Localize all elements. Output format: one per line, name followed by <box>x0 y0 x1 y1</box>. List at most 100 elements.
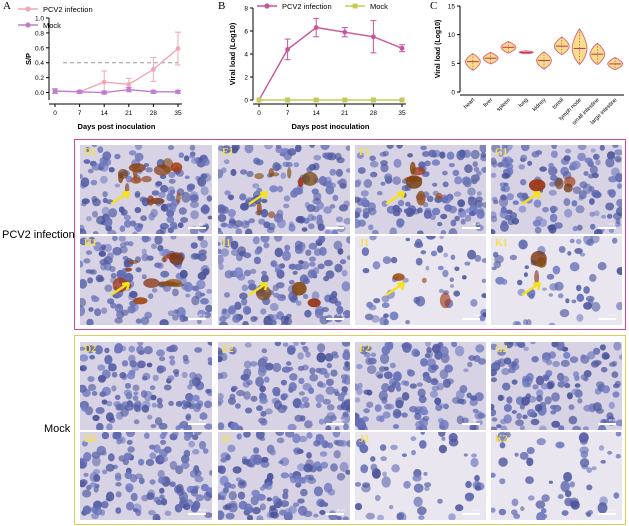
infection-frame <box>74 139 626 330</box>
tile-label: K2 <box>495 434 508 445</box>
tissue-image <box>218 342 350 430</box>
tissue-image <box>491 342 622 430</box>
x-tick-label: 7 <box>286 110 290 117</box>
legend-label: PCV2 infection <box>282 2 332 11</box>
scale-bar-label: 20 μm <box>472 418 481 422</box>
tile-label: E1 <box>222 147 234 158</box>
scale-bar <box>598 513 616 515</box>
tissue-image <box>80 145 212 234</box>
scale-bar <box>326 513 344 515</box>
micrograph-e2: E2 20 μm <box>218 342 350 430</box>
mock-row-label: Mock <box>44 423 71 435</box>
scale-bar <box>462 423 480 425</box>
data-point <box>399 45 405 51</box>
y-tick-label: 0.4 <box>35 60 44 67</box>
legend-label: Mock <box>43 21 61 30</box>
y-tick-label: 8 <box>244 6 248 13</box>
arrow-icon <box>521 281 541 296</box>
series-line <box>258 26 403 101</box>
y-tick-label: 0.6 <box>35 45 44 52</box>
micrograph-j1: J1 20 μm <box>355 236 486 325</box>
tile-label: J2 <box>359 434 369 445</box>
tissue-image <box>491 236 622 325</box>
tile-label: H2 <box>84 434 97 445</box>
chart-a: 0.0 0.2 0.4 0.6 0.8 1.0 0 7 14 21 28 35 Days post in… <box>18 5 182 131</box>
micrograph-i1: I1 20 μm <box>218 236 350 325</box>
scale-bar <box>326 227 344 229</box>
scale-bar-label: 20 μm <box>198 508 207 512</box>
y-tick-label: 0 <box>451 90 455 97</box>
tile-label: F1 <box>359 147 371 158</box>
x-tick-label: 0 <box>257 110 261 117</box>
micrograph-g1: G1 20 μm <box>491 145 622 234</box>
micrograph-d2: D2 20 μm <box>80 342 212 430</box>
scale-bar <box>326 423 344 425</box>
scale-bar <box>598 318 616 320</box>
chart-b: 0 2 4 6 8 0 7 14 21 28 35 Days post inoculation Vira… <box>228 2 406 131</box>
data-point <box>175 46 181 51</box>
legend-label: PCV2 infection <box>43 5 93 14</box>
x-tick-label: 21 <box>341 110 349 117</box>
series-line <box>54 88 178 94</box>
tile-label: G2 <box>495 344 508 355</box>
scale-bar-label: 20 μm <box>198 222 207 226</box>
micrograph-k2: K2 20 μm <box>491 432 622 520</box>
data-point <box>126 87 132 92</box>
x-tick-label: lung <box>518 97 530 109</box>
legend-marker <box>25 22 31 28</box>
data-point <box>342 97 348 103</box>
tile-label: I2 <box>222 434 231 445</box>
data-point <box>101 90 107 95</box>
data-point <box>370 97 376 103</box>
micrograph-g2: G2 20 μm <box>491 342 622 430</box>
tissue-image <box>80 236 212 325</box>
y-tick-label: 2 <box>244 75 248 82</box>
tissue-image <box>355 236 486 325</box>
tile-label: E2 <box>222 344 234 355</box>
scale-bar-label: 20 μm <box>608 418 617 422</box>
scale-bar <box>188 423 206 425</box>
tissue-image <box>491 432 622 520</box>
arrow-icon <box>521 190 541 205</box>
scale-bar <box>188 227 206 229</box>
tissue-image <box>491 145 622 234</box>
scale-bar <box>462 318 480 320</box>
x-tick-label: liver <box>483 97 495 109</box>
y-axis-label: S/P <box>24 53 33 65</box>
y-tick-label: 6 <box>244 29 248 36</box>
y-tick-label: 10 <box>448 32 456 39</box>
scale-bar-label: 20 μm <box>472 313 481 317</box>
data-point <box>256 97 262 103</box>
scale-bar-label: 20 μm <box>608 508 617 512</box>
tissue-image <box>355 145 486 234</box>
x-axis-label: Days post inoculation <box>292 122 370 131</box>
x-tick-label: tonsil <box>552 97 565 110</box>
tissue-image <box>218 236 350 325</box>
tile-label: H1 <box>84 238 97 249</box>
scale-bar-label: 20 μm <box>336 222 345 226</box>
micrograph-i2: I2 20 μm <box>218 432 350 520</box>
y-tick-label: 0.2 <box>35 75 44 82</box>
data-point <box>77 89 82 95</box>
data-point <box>101 79 107 85</box>
x-tick-label: spleen <box>496 97 512 113</box>
y-tick-label: 5 <box>451 61 455 68</box>
micrograph-k1: K1 20 μm <box>491 236 622 325</box>
scale-bar <box>188 513 206 515</box>
data-point <box>285 47 290 52</box>
tile-label: K1 <box>495 238 508 249</box>
micrograph-d1: D1 20 μm <box>80 145 212 234</box>
x-tick-label: 28 <box>150 110 158 117</box>
x-tick-label: 0 <box>53 110 57 117</box>
tile-label: J1 <box>359 238 369 249</box>
x-tick-label: 28 <box>370 110 378 117</box>
scale-bar-label: 20 μm <box>198 313 207 317</box>
micrograph-h2: H2 20 μm <box>80 432 212 520</box>
data-point <box>371 34 376 40</box>
scale-bar <box>598 227 616 229</box>
legend-label: Mock <box>370 2 388 11</box>
micrograph-e1: E1 20 μm <box>218 145 350 234</box>
scale-bar-label: 20 μm <box>472 508 481 512</box>
arrow-icon <box>248 190 269 205</box>
scale-bar <box>188 318 206 320</box>
